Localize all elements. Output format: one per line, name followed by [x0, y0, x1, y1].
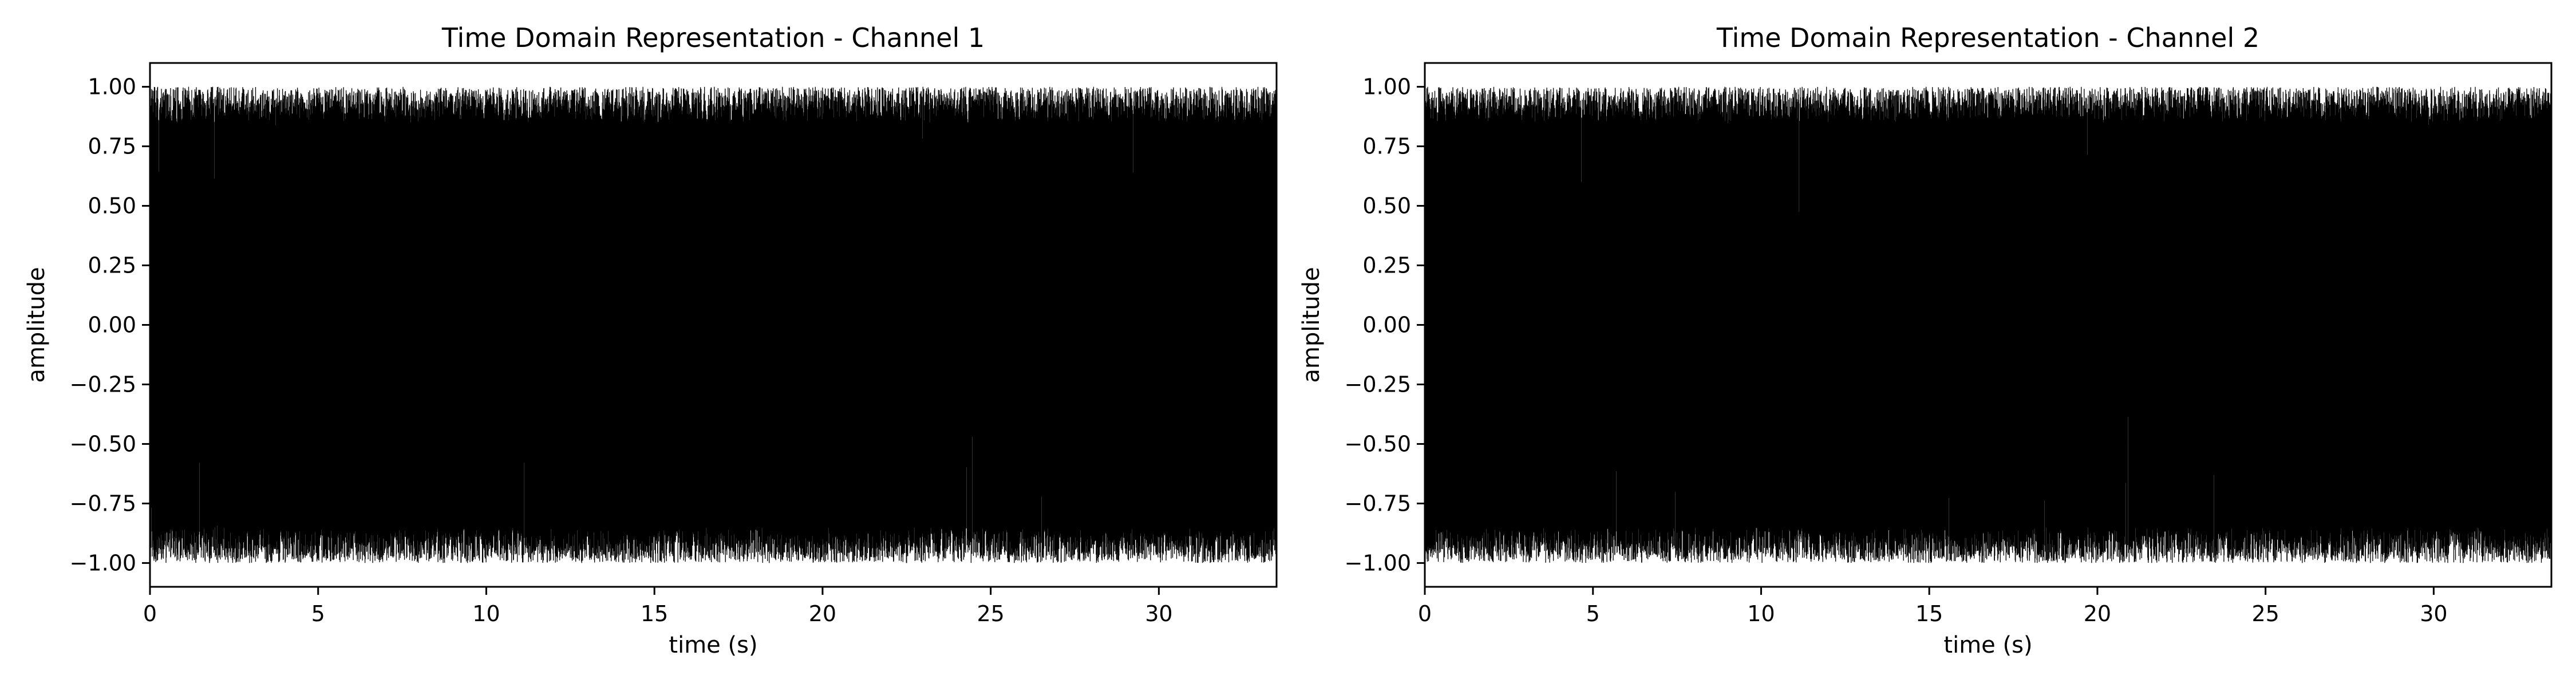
y-tick-label: −0.25: [70, 372, 136, 397]
y-tick-label: −0.75: [1345, 491, 1411, 516]
x-tick-label: 5: [1586, 601, 1600, 626]
x-tick-label: 10: [1747, 601, 1775, 626]
signal-trace: [1424, 86, 2552, 563]
y-tick-label: 0.50: [1362, 194, 1411, 219]
y-axis-label: amplitude: [1298, 267, 1325, 382]
y-tick-label: 0.50: [88, 194, 136, 219]
y-tick-label: −0.75: [70, 491, 136, 516]
chart-title: Time Domain Representation - Channel 2: [1716, 22, 2259, 53]
x-tick-label: 25: [977, 601, 1004, 626]
y-axis-ticks: −1.00 −0.75 −0.50 −0.25 0.00 0.25 0.50 0.75 1.00: [1345, 74, 1425, 575]
x-tick-label: 0: [143, 601, 157, 626]
chart-title: Time Domain Representation - Channel 1: [441, 22, 985, 53]
y-axis-ticks: −1.00 −0.75 −0.50 −0.25 0.00 0.25 0.50 0.75 1.00: [70, 74, 150, 575]
subplot-channel-2: Time Domain Representation - Channel 2 t…: [1298, 22, 2553, 658]
y-tick-label: 0.75: [88, 134, 136, 159]
x-tick-label: 20: [809, 601, 836, 626]
y-tick-label: 0.25: [1362, 253, 1411, 278]
x-axis-ticks: 0 5 10 15 20 25 30: [143, 587, 1173, 626]
x-tick-label: 15: [641, 601, 668, 626]
y-tick-label: −0.50: [70, 431, 136, 456]
signal-line: [1424, 86, 2552, 563]
x-tick-label: 20: [2084, 601, 2111, 626]
axes-frame: [149, 62, 1278, 588]
x-tick-label: 5: [311, 601, 325, 626]
x-tick-label: 30: [1145, 601, 1172, 626]
subplot-channel-1: Time Domain Representation - Channel 1 t…: [23, 22, 1278, 658]
y-tick-label: 0.75: [1362, 134, 1411, 159]
x-axis-label: time (s): [669, 632, 757, 658]
signal-trace: [149, 86, 1277, 563]
y-tick-label: −0.50: [1345, 431, 1411, 456]
x-tick-label: 25: [2251, 601, 2279, 626]
x-tick-label: 10: [472, 601, 500, 626]
x-tick-label: 0: [1418, 601, 1432, 626]
signal-line: [149, 86, 1277, 563]
y-axis-label: amplitude: [23, 267, 50, 382]
y-tick-label: 0.25: [88, 253, 136, 278]
y-tick-label: 1.00: [1362, 74, 1411, 100]
y-tick-label: −1.00: [70, 550, 136, 575]
x-axis-ticks: 0 5 10 15 20 25 30: [1418, 587, 2448, 626]
y-tick-label: 0.00: [1362, 313, 1411, 338]
x-tick-label: 30: [2420, 601, 2447, 626]
x-axis-label: time (s): [1943, 632, 2032, 658]
y-tick-label: −0.25: [1345, 372, 1411, 397]
y-tick-label: 1.00: [88, 74, 136, 100]
axes-frame: [1424, 62, 2553, 588]
x-tick-label: 15: [1915, 601, 1943, 626]
y-tick-label: 0.00: [88, 313, 136, 338]
y-tick-label: −1.00: [1345, 550, 1411, 575]
